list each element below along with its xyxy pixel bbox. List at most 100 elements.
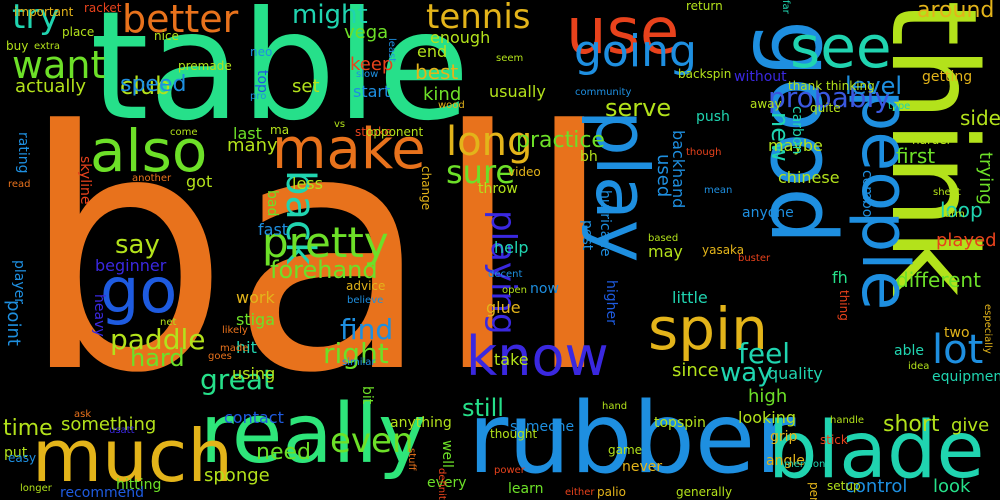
word-hand: hand — [602, 401, 628, 412]
word-give: give — [951, 415, 990, 436]
word-important: important — [14, 5, 74, 19]
word-usatt: usatt — [109, 425, 135, 436]
word-recommend: recommend — [60, 485, 144, 500]
word-bh: bh — [580, 149, 598, 165]
word-neo: neo — [250, 45, 273, 59]
word-net: net — [160, 317, 177, 328]
word-higher: higher — [603, 280, 619, 325]
word-learn: learn — [508, 481, 544, 497]
word-buster: buster — [738, 253, 771, 264]
word-push: push — [696, 109, 730, 125]
word-backspin: backspin — [678, 67, 732, 81]
word-use: use — [566, 0, 680, 69]
word-power: power — [494, 465, 525, 476]
word-longer: longer — [20, 483, 52, 494]
word-yasaka: yasaka — [702, 243, 745, 257]
word-able: able — [894, 343, 924, 359]
word-hurricane: hurricane — [597, 190, 613, 257]
word-probably: probably — [768, 81, 891, 114]
word-pro: pro — [250, 91, 267, 102]
word-post: post — [579, 220, 595, 251]
word-type: type — [888, 101, 911, 112]
word-especially: especially — [982, 304, 993, 354]
word-tennis: tennis — [426, 0, 531, 37]
word-hard: hard — [130, 344, 185, 372]
word-mean: mean — [704, 185, 733, 196]
word-maybe: maybe — [768, 136, 823, 155]
word-lot: lot — [932, 327, 984, 373]
word-best: best — [415, 60, 459, 84]
word-help: help — [494, 238, 529, 257]
word-player: player — [11, 260, 27, 305]
word-really: really — [200, 387, 427, 482]
word-since: since — [672, 360, 719, 381]
word-easy: easy — [8, 451, 37, 465]
word-much: much — [32, 414, 233, 498]
word-come: come — [170, 127, 198, 138]
word-hitting: hitting — [116, 477, 162, 493]
word-make: make — [272, 117, 426, 182]
word-something: something — [61, 414, 157, 435]
word-idea: idea — [908, 361, 930, 372]
word-palio: palio — [597, 485, 626, 499]
word-find: find — [340, 313, 394, 346]
word-mention: mention — [784, 459, 826, 470]
word-glue: glue — [486, 298, 521, 317]
word-racket: racket — [84, 1, 122, 15]
word-rating: rating — [15, 132, 31, 174]
word-using: using — [232, 364, 276, 383]
word-first: first — [896, 144, 936, 168]
word-going: going — [574, 26, 697, 77]
word-well: well — [439, 440, 455, 468]
word-quality: quality — [768, 364, 823, 383]
word-say: say — [115, 230, 160, 260]
word-buy: buy — [6, 39, 29, 53]
word-know: know — [466, 325, 609, 388]
word-may: may — [648, 242, 683, 261]
word-bad: bad — [264, 190, 280, 217]
word-time: time — [3, 416, 53, 441]
word-control: control — [845, 476, 908, 497]
word-throw: throw — [478, 181, 518, 197]
word-skyline: skyline — [77, 156, 93, 205]
word-arm: arm — [945, 209, 965, 220]
word-setup: setup — [827, 479, 861, 493]
word-open: open — [502, 285, 527, 296]
word-nice: nice — [154, 29, 179, 43]
word-decent: decent — [488, 269, 523, 280]
word-angle: angle — [766, 453, 805, 469]
word-backhand: backhand — [669, 130, 688, 209]
word-put: put — [4, 445, 28, 461]
word-stroke: stroke — [355, 125, 392, 139]
word-getting: getting — [922, 69, 973, 85]
word-enough: enough — [430, 28, 491, 47]
word-grip: grip — [770, 429, 798, 445]
word-around: around — [917, 0, 995, 23]
word-anyone: anyone — [742, 205, 794, 221]
word-looking: looking — [738, 408, 797, 427]
word-two: two — [944, 325, 970, 341]
word-fast: fast — [258, 220, 289, 239]
word-ask: ask — [74, 409, 92, 420]
word-level: level — [845, 72, 903, 100]
word-paddle: paddle — [110, 323, 206, 356]
word-extra: extra — [34, 41, 61, 52]
word-work: work — [236, 288, 275, 307]
word-anything: anything — [390, 415, 452, 431]
word-stiga: stiga — [236, 310, 276, 329]
word-rubber: rubber — [468, 382, 796, 496]
word-start: start — [353, 82, 391, 101]
word-blade: blade — [768, 406, 985, 496]
word-likely: likely — [222, 325, 248, 336]
word-without: without — [734, 69, 787, 85]
word-believe: believe — [347, 295, 384, 306]
word-beginner: beginner — [95, 256, 167, 275]
word-contact: contact — [224, 408, 284, 427]
word-topspin: topspin — [654, 415, 706, 431]
word-side: side — [960, 106, 1000, 130]
word-less: less — [292, 174, 323, 193]
word-thought: thought — [490, 427, 538, 441]
word-top: top — [254, 70, 270, 93]
word-heavy: heavy — [91, 294, 107, 337]
word-another: another — [132, 173, 172, 184]
